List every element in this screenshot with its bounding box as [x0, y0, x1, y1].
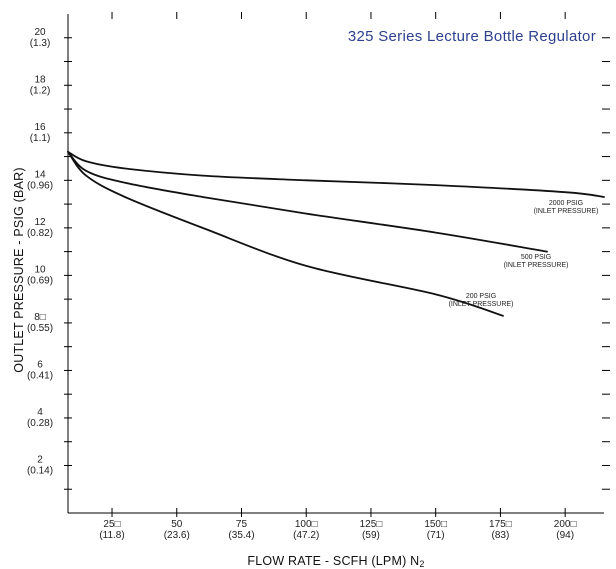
- y-tick-label: 10: [34, 264, 46, 275]
- y-tick-label: 8□: [34, 312, 46, 323]
- series-line-3: [67, 150, 504, 317]
- series-line-2: [67, 150, 548, 253]
- x-tick-sublabel: (94): [556, 530, 574, 541]
- x-tick-sublabel: (47.2): [293, 530, 319, 541]
- x-tick-sublabel: (35.4): [228, 530, 254, 541]
- x-tick-sublabel: (11.8): [99, 530, 124, 541]
- y-tick-sublabel: (0.55): [27, 323, 53, 334]
- series-label-sub: (INLET PRESSURE): [534, 208, 599, 215]
- y-tick-label: 4: [37, 407, 43, 418]
- series-label: 2000 PSIG: [549, 200, 583, 207]
- y-tick-label: 20: [34, 27, 46, 38]
- chart-title: 325 Series Lecture Bottle Regulator: [348, 28, 596, 45]
- axes: [67, 14, 604, 514]
- x-tick-sublabel: (23.6): [164, 530, 190, 541]
- x-tick-label: 200□: [554, 519, 577, 530]
- y-tick-sublabel: (1.2): [30, 85, 51, 96]
- y-tick-sublabel: (0.14): [27, 465, 53, 476]
- series-label-sub: (INLET PRESSURE): [504, 262, 569, 269]
- series-lines: 2000 PSIG(INLET PRESSURE)500 PSIG(INLET …: [67, 150, 605, 317]
- y-tick-label: 2: [37, 454, 43, 465]
- y-tick-sublabel: (0.41): [27, 370, 53, 381]
- x-axis-title: FLOW RATE - SCFH (LPM) N2: [247, 554, 424, 569]
- x-tick-sublabel: (71): [427, 530, 445, 541]
- y-tick-sublabel: (0.82): [27, 228, 53, 239]
- x-tick-label: 125□: [360, 519, 383, 530]
- y-tick-label: 16: [34, 122, 46, 133]
- series-line-1: [67, 150, 605, 198]
- y-tick-label: 14: [34, 169, 46, 180]
- x-tick-label: 175□: [489, 519, 512, 530]
- y-tick-sublabel: (0.96): [27, 180, 53, 191]
- x-tick-sublabel: (59): [362, 530, 380, 541]
- y-tick-sublabel: (1.1): [30, 133, 51, 144]
- x-tick-label: 100□: [295, 519, 318, 530]
- series-label: 200 PSIG: [466, 293, 496, 300]
- y-tick-label: 12: [34, 217, 46, 228]
- x-tick-sublabel: (83): [492, 530, 510, 541]
- y-tick-sublabel: (1.3): [30, 38, 51, 49]
- y-tick-label: 18: [34, 74, 46, 85]
- y-axis-title: OUTLET PRESSURE - PSIG (BAR): [12, 167, 26, 372]
- series-label-sub: (INLET PRESSURE): [449, 301, 514, 308]
- ticks: 2(0.14)4(0.28)6(0.41)8□(0.55)10(0.69)12(…: [27, 12, 610, 541]
- y-tick-sublabel: (0.28): [27, 418, 53, 429]
- x-tick-label: 150□: [424, 519, 447, 530]
- x-tick-label: 50: [171, 519, 183, 530]
- y-tick-label: 6: [37, 359, 43, 370]
- x-tick-label: 75: [236, 519, 248, 530]
- series-label: 500 PSIG: [521, 254, 551, 261]
- y-tick-sublabel: (0.69): [27, 275, 53, 286]
- x-tick-label: 25□: [103, 519, 120, 530]
